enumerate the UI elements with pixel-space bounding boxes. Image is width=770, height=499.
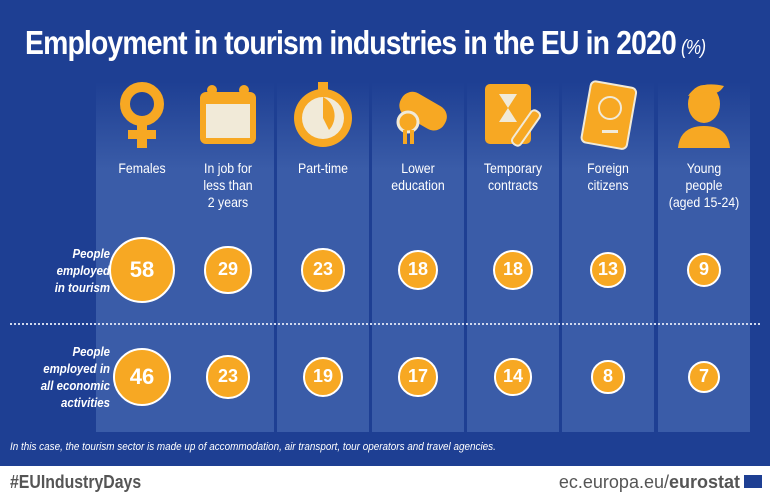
category-label-line: In job for: [204, 160, 252, 176]
row-label: People employed in tourism: [22, 245, 110, 296]
unit-label: (%): [681, 37, 706, 59]
category-label: Lower education: [374, 160, 462, 194]
eu-flag-icon: [744, 475, 762, 488]
value-bubble: 58: [108, 236, 176, 304]
contract-hourglass-icon: [477, 78, 549, 150]
category-label-line: citizens: [587, 177, 629, 193]
category-label: Temporary contracts: [469, 160, 557, 194]
category-label: Foreign citizens: [564, 160, 652, 194]
category-label-line: Part-time: [298, 160, 348, 176]
category-label-line: Young: [686, 160, 722, 176]
row-label-line: employed in: [43, 361, 110, 376]
row-label-line: People: [72, 245, 110, 261]
hashtag[interactable]: #EUIndustryDays: [10, 472, 142, 492]
row-label-line: People: [72, 344, 110, 359]
category-label-line: 2 years: [207, 194, 249, 210]
category-label-line: Foreign: [587, 160, 629, 176]
value-bubble: 8: [591, 360, 625, 394]
passport-icon: [572, 78, 644, 150]
value-bubble: 46: [112, 347, 172, 407]
category-label: Part-time: [279, 160, 367, 177]
row-label-line: in tourism: [54, 279, 110, 295]
footer: #EUIndustryDays ec.europa.eu/eurostat: [0, 466, 770, 499]
value-bubble: 18: [493, 250, 533, 290]
category-label: In job for less than 2 years: [184, 160, 272, 211]
young-person-icon: [668, 78, 740, 150]
category-label-line: contracts: [488, 177, 538, 193]
calendar-icon: [192, 78, 264, 150]
footnote: In this case, the tourism sector is made…: [10, 441, 496, 453]
eurostat-link[interactable]: ec.europa.eu/eurostat: [559, 472, 740, 493]
value-bubble: 9: [687, 253, 721, 287]
category-label-line: Temporary: [483, 160, 543, 176]
category-label-line: Lower: [401, 160, 435, 176]
row-divider: [10, 323, 760, 325]
category-label: Females: [98, 160, 186, 177]
row-label-line: employed: [56, 262, 110, 278]
row-label-line: activities: [61, 395, 110, 410]
category-label-line: education: [391, 177, 445, 193]
row-label: People employed in all economic activities: [22, 343, 110, 411]
value-bubble: 18: [398, 250, 438, 290]
category-label-line: people: [685, 177, 723, 193]
title-text: Employment in tourism industries in the …: [25, 24, 677, 61]
site-bold: eurostat: [668, 472, 740, 492]
value-bubble: 14: [494, 358, 532, 396]
site-prefix: ec.europa.eu/: [558, 472, 669, 492]
diploma-icon: [382, 78, 454, 150]
female-symbol-icon: [106, 78, 178, 150]
row-label-line: all economic: [40, 378, 111, 393]
value-bubble: 13: [589, 251, 627, 289]
value-bubble: 23: [301, 248, 345, 292]
value-bubble: 19: [302, 356, 344, 398]
value-bubble: 23: [206, 355, 250, 399]
chart-title: Employment in tourism industries in the …: [25, 24, 706, 62]
category-label: Young people (aged 15-24): [660, 160, 748, 211]
category-label-line: less than: [203, 177, 253, 193]
category-label-line: Females: [118, 160, 166, 176]
category-label-line: (aged 15-24): [668, 194, 740, 210]
value-bubble: 29: [204, 246, 252, 294]
value-bubble: 7: [687, 360, 721, 394]
stopwatch-icon: [287, 78, 359, 150]
value-bubble: 17: [398, 357, 438, 397]
